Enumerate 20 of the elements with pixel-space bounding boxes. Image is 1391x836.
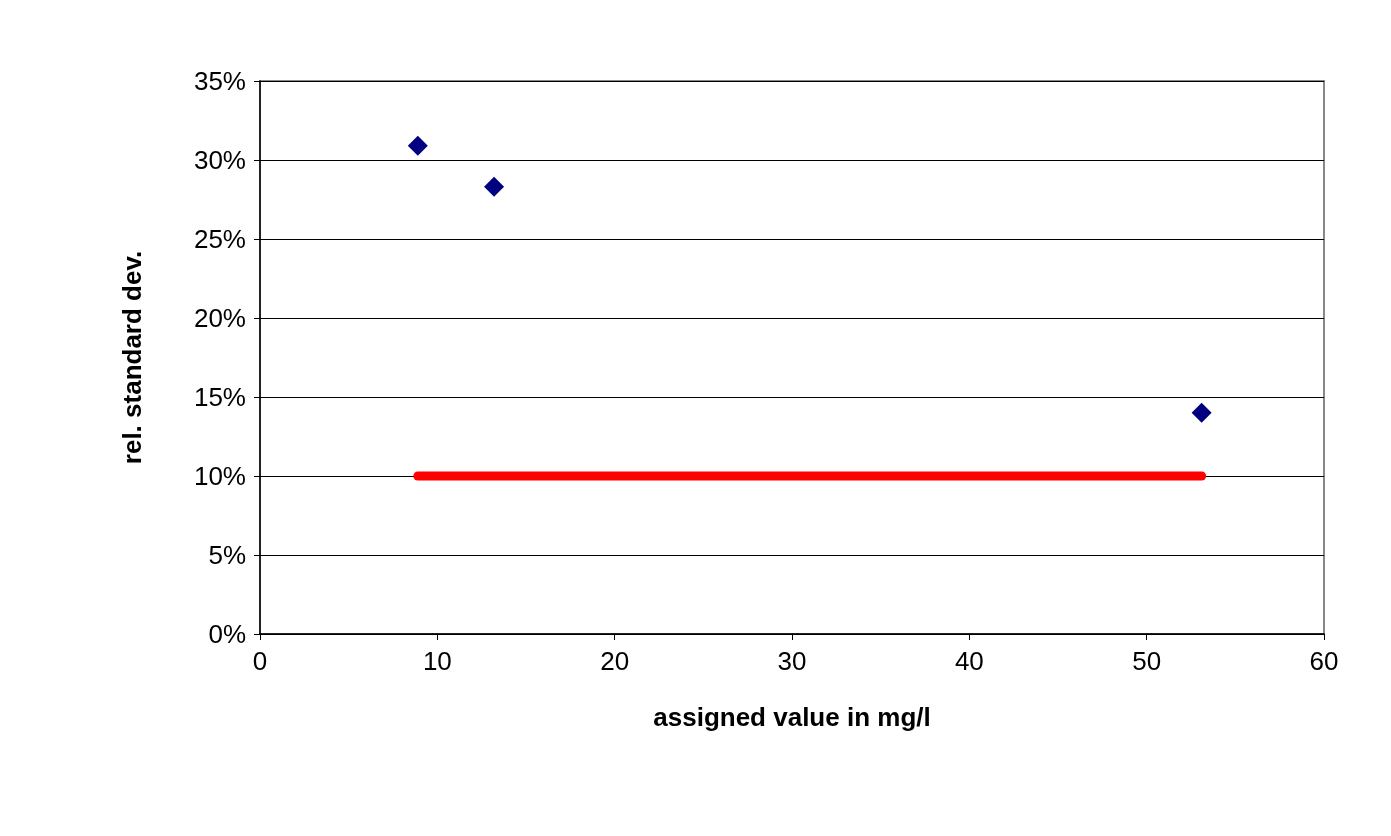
x-tick-label: 10	[422, 646, 452, 676]
y-tick-label: 30%	[193, 145, 246, 175]
x-tick-label: 50	[1132, 646, 1162, 676]
x-axis-title: assigned value in mg/l	[653, 702, 931, 732]
y-tick-label: 5%	[208, 540, 246, 570]
y-tick-label: 35%	[193, 66, 246, 96]
y-tick-label: 15%	[193, 382, 246, 412]
x-tick-label: 60	[1309, 646, 1339, 676]
x-tick-label: 20	[600, 646, 630, 676]
point	[1191, 402, 1212, 423]
y-axis-title: rel. standard dev.	[117, 250, 147, 465]
point	[484, 176, 505, 197]
x-tick-label: 40	[954, 646, 984, 676]
point	[407, 135, 428, 156]
y-tick-label: 20%	[193, 303, 246, 333]
x-tick-label: 0	[252, 646, 268, 676]
y-tick-label: 0%	[208, 619, 246, 649]
y-tick-label: 25%	[193, 224, 246, 254]
x-tick-label: 30	[777, 646, 807, 676]
y-tick-label: 10%	[193, 461, 246, 491]
